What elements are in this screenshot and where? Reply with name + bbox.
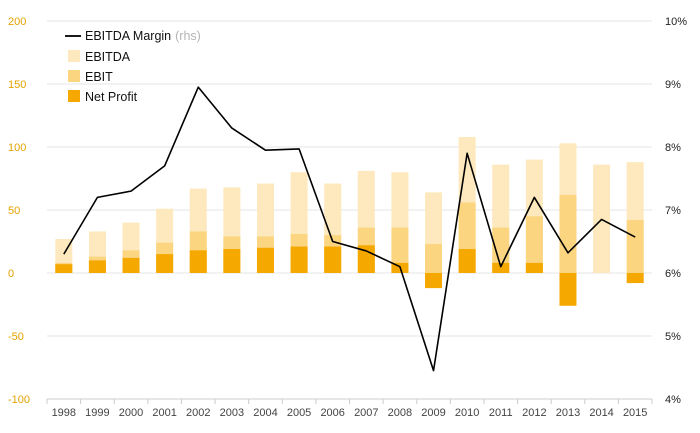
y-right-tick-label: 5% [665, 331, 681, 343]
y-left-tick-label: 50 [8, 205, 20, 217]
bar-ebit-2008 [391, 227, 409, 273]
bar-net-profit-2011 [492, 262, 510, 273]
bar-net-profit-2005 [290, 246, 308, 273]
x-tick-label: 2005 [287, 407, 311, 419]
x-tick-label: 2002 [186, 407, 210, 419]
y-left-tick-label: 200 [8, 16, 26, 28]
x-tick-label: 1999 [85, 407, 109, 419]
x-tick-label: 2001 [152, 407, 176, 419]
legend-label-ebitda-margin: EBITDA Margin (rhs) [85, 29, 201, 43]
y-right-tick-label: 9% [665, 79, 681, 91]
bar-ebit-2013 [559, 194, 577, 273]
y-right-tick-label: 7% [665, 205, 681, 217]
bar-net-profit-2000 [122, 257, 140, 273]
bar-net-profit-1999 [88, 260, 106, 273]
bar-ebit-2011 [492, 227, 510, 273]
x-tick-label: 2007 [354, 407, 378, 419]
bar-net-profit-2001 [156, 254, 174, 273]
bar-net-profit-2012 [525, 262, 543, 273]
y-left-tick-label: -50 [8, 331, 24, 343]
x-tick-label: 2014 [589, 407, 613, 419]
x-tick-label: 2003 [220, 407, 244, 419]
bar-net-profit-1998 [55, 264, 73, 273]
legend-swatch-net-profit [68, 90, 80, 102]
legend-label-rhs-suffix: (rhs) [175, 29, 201, 43]
bar-net-profit-2013 [559, 273, 577, 306]
x-tick-label: 2004 [253, 407, 277, 419]
bar-ebit-2009 [425, 244, 443, 273]
legend-swatch-ebitda [68, 50, 80, 62]
x-tick-label: 2008 [388, 407, 412, 419]
bar-net-profit-2010 [458, 249, 476, 273]
y-left-tick-label: 0 [8, 268, 14, 280]
x-tick-label: 2006 [320, 407, 344, 419]
bar-ebit-2015 [626, 220, 644, 273]
y-right-tick-label: 8% [665, 142, 681, 154]
line-layer [63, 86, 636, 372]
y-right-tick-label: 10% [665, 16, 687, 28]
bar-net-profit-2009 [425, 273, 443, 289]
x-tick-label: 2011 [489, 407, 513, 419]
bar-ebit-2012 [525, 216, 543, 273]
y-left-tick-label: -100 [8, 394, 30, 406]
y-right-tick-label: 6% [665, 268, 681, 280]
y-left-tick-label: 150 [8, 79, 26, 91]
y-right-tick-label: 4% [665, 394, 681, 406]
legend-label-net-profit: Net Profit [85, 90, 138, 104]
x-tick-label: 1998 [52, 407, 76, 419]
bar-net-profit-2006 [324, 246, 342, 273]
legend: EBITDA Margin (rhs) EBITDA EBIT Net Profit [65, 29, 201, 104]
bar-net-profit-2003 [223, 249, 241, 273]
bar-layer [55, 136, 644, 306]
x-tick-label: 2000 [119, 407, 143, 419]
ebitda-margin-line [63, 86, 636, 372]
bar-net-profit-2004 [256, 247, 274, 273]
legend-label-ebitda-margin-name: EBITDA Margin [85, 29, 171, 43]
x-tick-label: 2010 [455, 407, 479, 419]
legend-swatch-ebit [68, 70, 80, 82]
y-left-tick-label: 100 [8, 142, 26, 154]
axis-layer: 200 150 100 50 0 -50 -100 10% 9% 8% 7% 6% 5% 4% 1998 19… [8, 16, 687, 419]
bar-net-profit-2015 [626, 273, 644, 284]
x-tick-label: 2015 [623, 407, 647, 419]
legend-label-ebitda: EBITDA [85, 50, 131, 64]
legend-label-ebit: EBIT [85, 70, 113, 84]
bar-net-profit-2002 [189, 250, 207, 273]
x-tick-label: 2013 [556, 407, 580, 419]
x-tick-label: 2009 [421, 407, 445, 419]
x-tick-label: 2012 [522, 407, 546, 419]
